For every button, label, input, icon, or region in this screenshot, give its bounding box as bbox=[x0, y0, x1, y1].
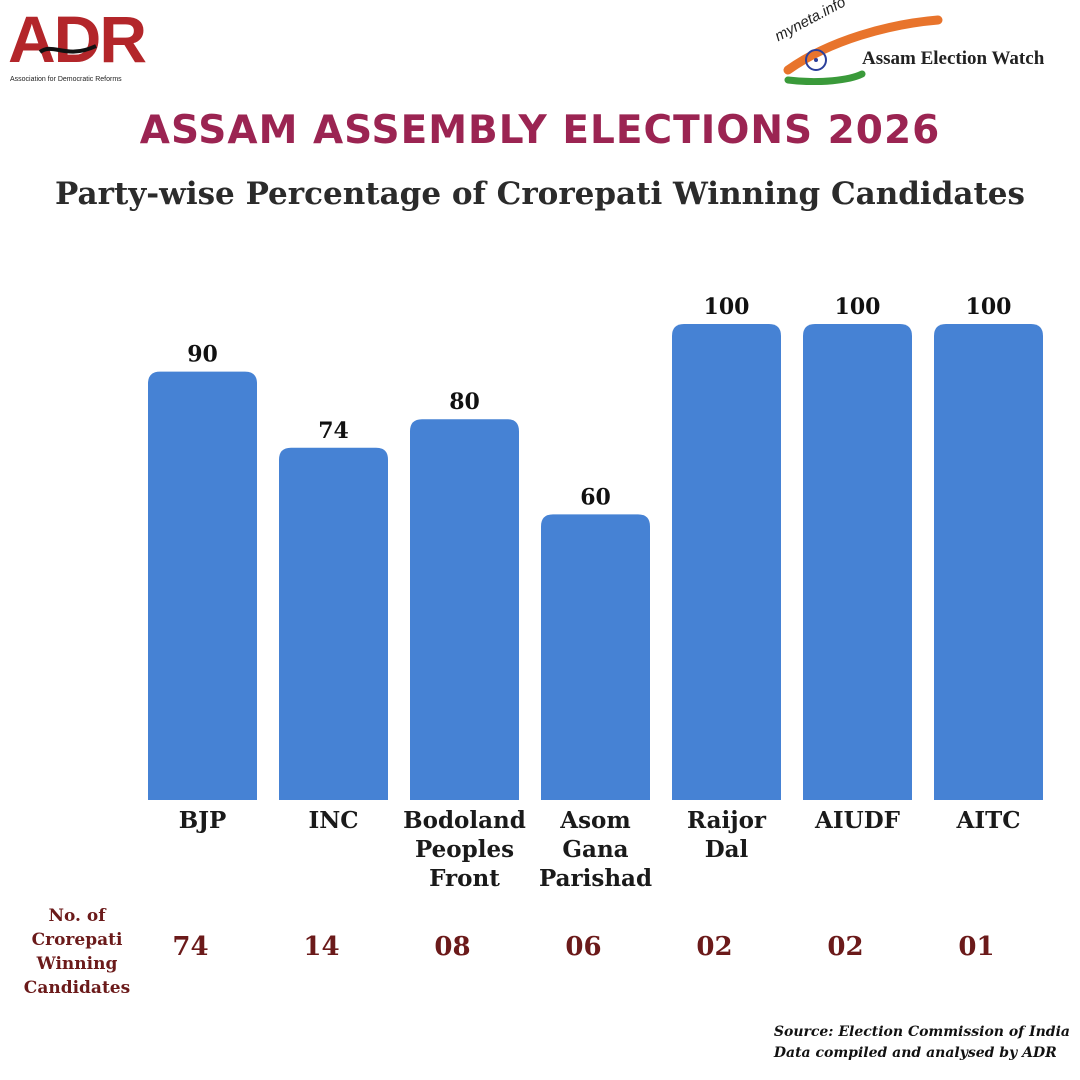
category-label: AIUDF bbox=[783, 806, 933, 835]
category-label-line: Parishad bbox=[538, 865, 653, 892]
adr-logo-tagline: Association for Democratic Reforms bbox=[10, 76, 122, 83]
data-label: 74 bbox=[318, 418, 349, 444]
candidate-count: 02 bbox=[696, 932, 733, 962]
category-label-line: BJP bbox=[178, 807, 227, 834]
data-label: 100 bbox=[835, 294, 881, 320]
data-label: 100 bbox=[704, 294, 750, 320]
category-label-line: Peoples bbox=[414, 836, 515, 863]
category-label: INC bbox=[259, 806, 409, 835]
bar bbox=[934, 324, 1043, 800]
election-watch-label: Assam Election Watch bbox=[862, 48, 1045, 69]
candidate-count: 01 bbox=[958, 932, 995, 962]
adr-swoosh-icon bbox=[38, 44, 97, 54]
candidate-count: 08 bbox=[434, 932, 471, 962]
bar bbox=[148, 371, 257, 800]
category-label: AITC bbox=[914, 806, 1064, 835]
chart-subtitle: Party-wise Percentage of Crorepati Winni… bbox=[55, 176, 1025, 212]
page-title: ASSAM ASSEMBLY ELECTIONS 2026 bbox=[139, 108, 941, 153]
category-label: Asom Gana Parishad bbox=[521, 806, 671, 893]
counts-header-line: Crorepati bbox=[31, 930, 123, 950]
counts-header-line: No. of bbox=[48, 906, 106, 926]
bar bbox=[410, 419, 519, 800]
category-label-line: INC bbox=[308, 807, 359, 834]
candidate-count: 74 bbox=[172, 932, 209, 962]
category-label-line: Front bbox=[429, 865, 500, 892]
category-label: Raijor Dal bbox=[652, 806, 802, 864]
category-label-line: AITC bbox=[956, 807, 1021, 834]
category-label: BJP bbox=[128, 806, 278, 835]
category-label-line: AIUDF bbox=[815, 807, 900, 834]
source-line: Source: Election Commission of India bbox=[773, 1024, 1070, 1040]
category-label-line: Gana bbox=[562, 836, 629, 863]
category-label-line: Dal bbox=[704, 836, 749, 863]
candidate-count: 06 bbox=[565, 932, 602, 962]
category-label-line: Raijor bbox=[686, 807, 767, 834]
data-label: 100 bbox=[966, 294, 1012, 320]
counts-header-line: Winning bbox=[36, 954, 118, 974]
category-label-line: Asom bbox=[560, 807, 631, 834]
compiled-line: Data compiled and analysed by ADR bbox=[773, 1045, 1057, 1061]
myneta-logo: myneta.info Assam Election Watch bbox=[770, 0, 1075, 85]
category-label-line: Bodoland bbox=[403, 807, 526, 834]
adr-logo-letters: ADR bbox=[8, 2, 147, 76]
source-note: Source: Election Commission of India Dat… bbox=[774, 1022, 1070, 1064]
bar bbox=[803, 324, 912, 800]
candidate-count: 14 bbox=[303, 932, 340, 962]
data-label: 80 bbox=[449, 389, 480, 415]
data-label: 60 bbox=[580, 484, 611, 510]
bar bbox=[541, 514, 650, 800]
counts-header: No. of Crorepati Winning Candidates bbox=[12, 904, 142, 1000]
myneta-swoosh-icon bbox=[783, 15, 943, 85]
bar bbox=[279, 447, 388, 800]
counts-header-line: Candidates bbox=[23, 978, 131, 998]
bar bbox=[672, 324, 781, 800]
data-label: 90 bbox=[187, 342, 218, 368]
category-label: Bodoland Peoples Front bbox=[390, 806, 540, 893]
candidate-count: 02 bbox=[827, 932, 864, 962]
adr-logo: ADR Association for Democratic Reforms bbox=[8, 4, 170, 83]
